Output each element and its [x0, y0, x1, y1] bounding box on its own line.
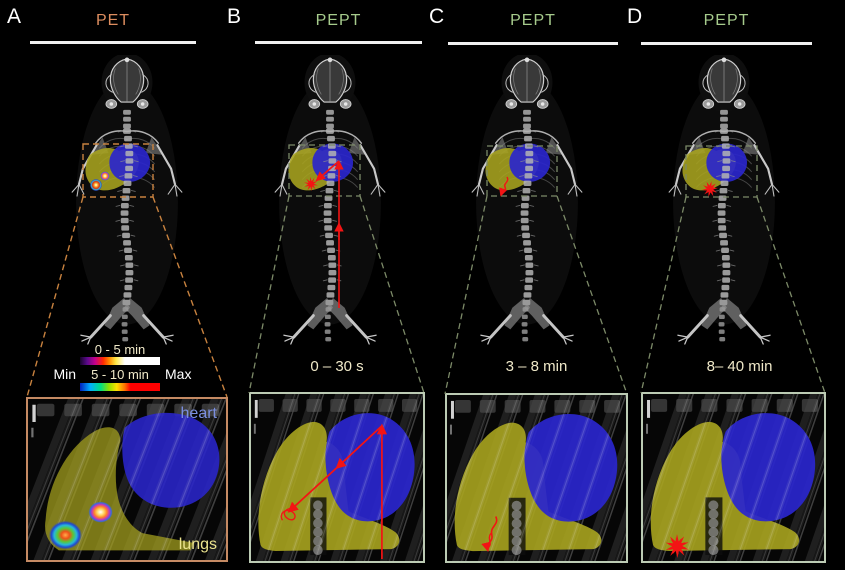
thorax-inset-c [445, 393, 628, 563]
panel-letter-d: D [627, 5, 643, 28]
header-rule-c [448, 42, 618, 45]
colorbar-max-label: Max [165, 366, 192, 382]
panel-letter-c: C [429, 5, 445, 28]
modality-title-pept-c: PEPT [510, 12, 556, 29]
mouse-ct-scan-c [447, 55, 607, 345]
panel-letter-a: A [7, 5, 22, 28]
heart-label: heart [180, 405, 217, 422]
header-rule-d [641, 42, 812, 45]
thorax-inset-d [641, 392, 826, 563]
header-rule-b [255, 41, 422, 44]
colorbar-0-5min [80, 357, 160, 365]
colorbar-5-10min [80, 383, 160, 391]
time-label-d: 8– 40 min [706, 358, 773, 375]
mouse-ct-scan-d [644, 55, 804, 345]
mouse-ct-scan-b [250, 55, 410, 345]
colorbar-label-0-5min: 0 - 5 min [94, 342, 146, 357]
time-label-b: 0 – 30 s [310, 358, 364, 375]
modality-title-pet-a: PET [95, 12, 131, 29]
lungs-label: lungs [178, 536, 217, 553]
time-label-c: 3 – 8 min [505, 358, 568, 375]
modality-title-pept-b: PEPT [315, 12, 362, 29]
header-rule-a [30, 41, 196, 44]
modality-title-pept-d: PEPT [703, 12, 750, 29]
colorbar-label-5-10min: 5 - 10 min [91, 367, 149, 382]
thorax-inset-a: heart lungs [26, 397, 228, 562]
panel-letter-b: B [227, 5, 242, 28]
colorbar-min-label: Min [53, 366, 76, 382]
mouse-ct-scan-a [47, 55, 207, 345]
thorax-inset-b [249, 392, 425, 563]
